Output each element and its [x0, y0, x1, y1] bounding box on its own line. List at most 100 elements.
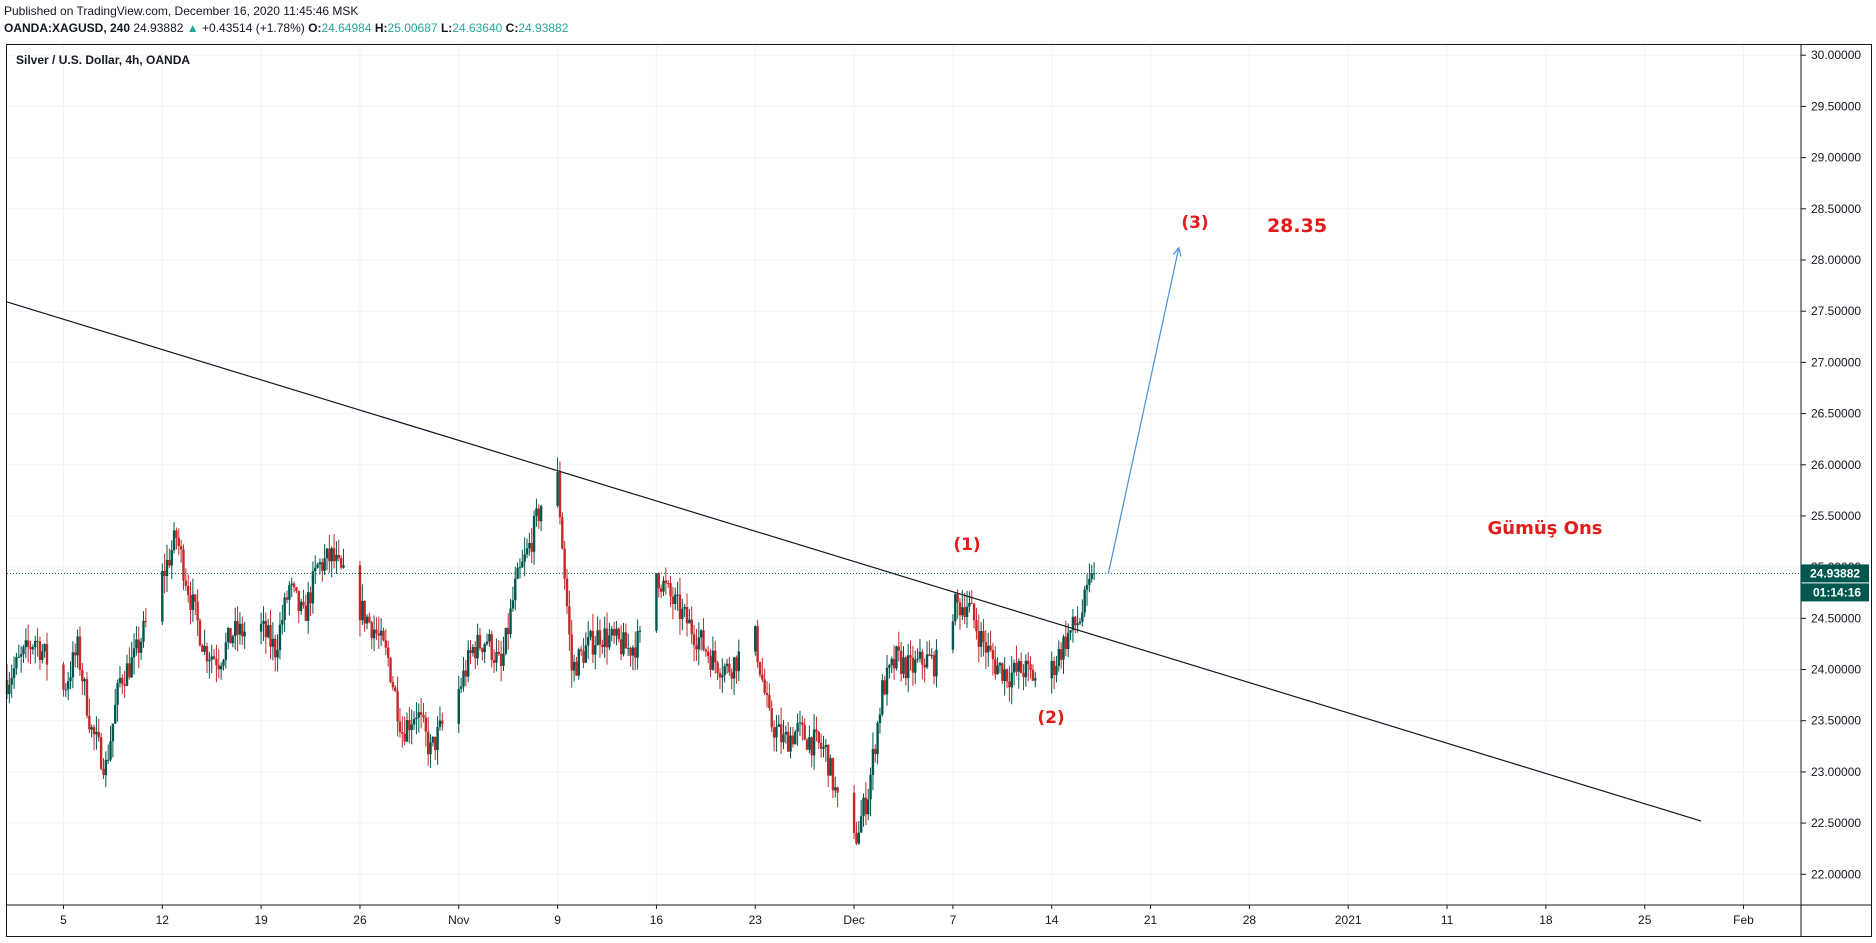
candle-body [330, 548, 333, 562]
candle-body [288, 585, 291, 600]
candle-body [111, 723, 115, 742]
candle-body [318, 562, 322, 565]
candle-body [911, 657, 915, 673]
candle-body [198, 620, 202, 646]
candle-body [723, 666, 726, 676]
candle-body [761, 674, 764, 680]
candle-body [523, 554, 526, 562]
candle-body [31, 647, 35, 650]
candle-body [655, 573, 658, 631]
candle-body [594, 645, 597, 655]
candle-body [779, 724, 783, 743]
candle-body [271, 638, 275, 647]
x-tick-label: 16 [650, 913, 664, 927]
candle-body [579, 649, 583, 652]
candle-body [499, 653, 503, 666]
candle-body [163, 570, 166, 576]
arrow-head [1172, 246, 1182, 257]
candle-body [782, 734, 785, 743]
candle-body [702, 630, 705, 650]
candle-body [871, 749, 875, 775]
candle-body [928, 654, 931, 657]
candle-body [664, 580, 668, 584]
candle-body [737, 651, 740, 672]
x-tick-label: 12 [156, 913, 170, 927]
candle-body [1017, 661, 1020, 672]
candle-body [867, 799, 870, 815]
candle-body [95, 731, 98, 735]
candle-body [777, 724, 780, 727]
candle-body [1019, 661, 1023, 673]
candle-body [179, 546, 183, 550]
candle-body [506, 628, 510, 635]
candle-body [403, 733, 406, 742]
candle-body [186, 585, 190, 596]
candle-body [537, 508, 540, 522]
y-tick-label: 22.50000 [1811, 816, 1861, 830]
candle-body [979, 631, 983, 647]
candle-body [231, 636, 235, 644]
candle-body [128, 663, 131, 678]
candle-body [62, 664, 65, 690]
candle-body [92, 727, 96, 735]
candle-body [622, 632, 625, 655]
candle-body [888, 665, 891, 668]
candle-body [725, 663, 729, 667]
candle-body [805, 739, 809, 750]
candle-body [69, 677, 72, 682]
candle-body [591, 630, 595, 655]
candle-body [909, 655, 912, 658]
symbol-label: OANDA:XAGUSD, 240 [4, 21, 131, 35]
y-tick-label: 29.50000 [1811, 99, 1861, 113]
candle-body [610, 628, 613, 636]
candle-body [175, 530, 178, 538]
candle-body [801, 722, 804, 725]
price-axis[interactable]: 22.00000 22.50000 23.00000 23.50000 24.00000… [1800, 45, 1861, 937]
candle-body [161, 570, 164, 622]
candle-body [624, 632, 628, 649]
last-price-badge-text: 24.93882 [1810, 566, 1860, 580]
candle-body [586, 637, 590, 646]
candle-body [292, 583, 296, 588]
candle-body [768, 695, 771, 709]
candle-body [19, 654, 23, 657]
candle-body [478, 634, 482, 649]
candle-body [38, 641, 42, 660]
candle-body [859, 816, 863, 833]
candle-body [1027, 660, 1030, 665]
open-label: O: [308, 21, 322, 35]
candle-body [5, 679, 9, 695]
projection-arrow[interactable] [1107, 247, 1180, 575]
candle-body [1015, 662, 1018, 672]
last-value: 24.93882 [133, 21, 184, 35]
last-price-badge [1801, 564, 1869, 583]
ohlc-legend: OANDA:XAGUSD, 240 24.93882 ▲ +0.43514 (+… [4, 21, 568, 35]
candle-body [476, 634, 479, 659]
trendline[interactable] [6, 301, 1702, 822]
candle-body [690, 619, 693, 635]
candle-body [492, 659, 496, 663]
candle-body [812, 729, 816, 756]
candle-body [109, 741, 112, 760]
candle-body [226, 628, 230, 643]
candle-body [1008, 681, 1011, 688]
candle-body [205, 646, 209, 662]
time-axis[interactable]: 5 12 19 26 Nov 9 16 23 Dec 7 14 21 28 2021 11 18 25 Feb [7, 904, 1872, 927]
x-tick-label: 26 [353, 913, 367, 927]
candle-body [735, 657, 738, 672]
candle-body [422, 714, 425, 718]
candle-body [697, 637, 700, 650]
candle-body [144, 620, 148, 622]
candle-body [857, 832, 860, 844]
candle-body [907, 655, 910, 679]
candle-body [831, 758, 835, 791]
candle-body [391, 682, 395, 688]
y-tick-label: 28.50000 [1811, 202, 1861, 216]
candle-body [196, 601, 199, 621]
candle-body [678, 594, 682, 619]
candle-body [394, 687, 397, 692]
candle-body [791, 735, 795, 745]
candle-body [817, 731, 820, 743]
candle-body [674, 594, 677, 604]
